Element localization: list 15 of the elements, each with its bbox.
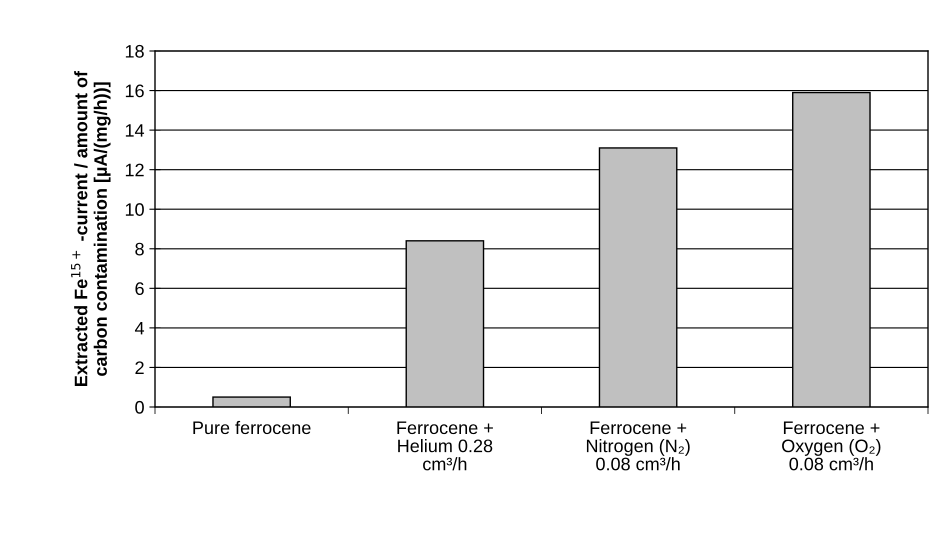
y-tick-label: 6 xyxy=(135,282,144,296)
y-tick-label: 8 xyxy=(135,242,144,256)
y-tick-label: 14 xyxy=(126,124,144,137)
y-tick-label: 2 xyxy=(135,361,144,374)
y-tick-label: 10 xyxy=(126,203,144,216)
x-tick-label: Pure ferrocene xyxy=(193,420,311,434)
y-tick-label: 4 xyxy=(134,322,144,334)
y-tick-label: 0 xyxy=(135,400,144,414)
x-tick-label: Ferrocene + Helium 0.28 cm³/h xyxy=(397,422,493,470)
x-tick-label: Ferrocene + Oxygen (O₂) 0.08 cm³/h xyxy=(782,422,880,470)
y-axis-title: Extracted Fe$^{15+}$ -current / amount of carbon contamination [µA/(mg/h))] xyxy=(71,70,111,386)
y-tick-label: 12 xyxy=(126,164,144,176)
y-tick-label: 16 xyxy=(126,84,144,98)
x-tick-label: Ferrocene + Nitrogen (N₂) 0.08 cm³/h xyxy=(586,422,690,470)
y-tick-label: 18 xyxy=(126,44,144,58)
